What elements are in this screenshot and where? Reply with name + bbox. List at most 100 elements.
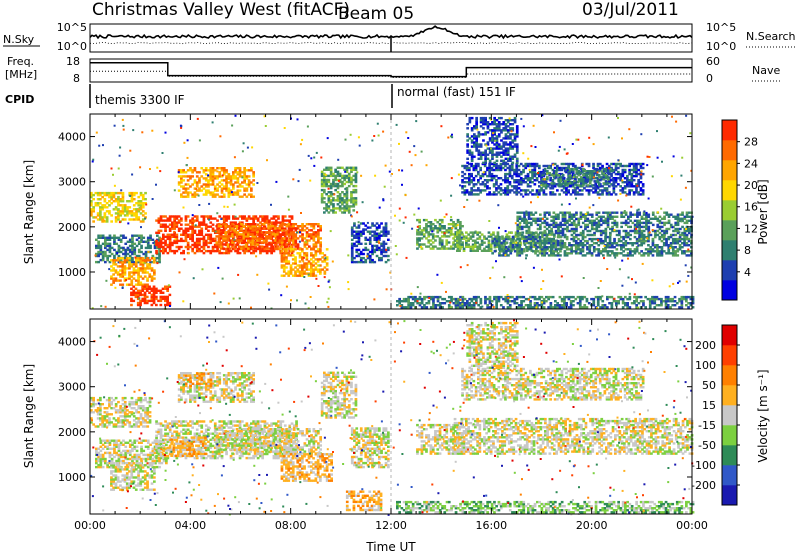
echo-cell <box>319 272 322 275</box>
echo-cell <box>563 244 567 247</box>
echo-cell <box>250 251 253 255</box>
echo-cell <box>336 170 340 173</box>
echo-cell <box>476 231 479 234</box>
echo-cell <box>341 197 344 200</box>
echo-cell <box>471 247 475 250</box>
echo-cell <box>610 172 613 176</box>
echo-cell <box>232 187 235 190</box>
echo-cell <box>123 279 127 282</box>
echo-cell <box>247 169 251 172</box>
echo-cell <box>654 231 657 235</box>
echo-cell <box>153 246 157 250</box>
echo-cell <box>184 219 188 222</box>
echo-cell <box>350 230 354 233</box>
echo-cell <box>378 226 381 229</box>
echo-cell <box>543 211 547 214</box>
echo-cell <box>152 297 156 301</box>
echo-cell <box>323 211 326 214</box>
echo-cell <box>687 237 691 241</box>
echo-cell <box>347 211 351 214</box>
echo-cell <box>621 168 625 172</box>
echo-cell <box>350 195 353 198</box>
echo-cell <box>218 195 222 198</box>
echo-cell <box>496 245 500 248</box>
echo-cell <box>130 303 133 307</box>
echo-cell <box>121 212 125 215</box>
echo-cell <box>371 244 374 248</box>
echo-cell <box>278 235 282 238</box>
echo-cell <box>431 247 435 250</box>
echo-cell <box>541 250 544 253</box>
noise-left-tick-top: 10^5 <box>57 21 87 34</box>
echo-cell <box>143 291 147 294</box>
echo-cell <box>130 281 134 284</box>
echo-cell <box>474 249 477 252</box>
echo-cell <box>250 187 253 190</box>
echo-cell <box>660 233 664 237</box>
echo-cell <box>575 227 578 231</box>
echo-cell <box>456 241 459 244</box>
echo-cell <box>557 215 560 218</box>
echo-cell <box>119 258 123 262</box>
frequency-panel: Freq. [MHz] 18 8 60 0 Nave <box>5 55 782 85</box>
echo-cell <box>467 243 470 246</box>
echo-cell <box>581 248 585 251</box>
echo-cell <box>157 289 160 292</box>
echo-cell <box>480 241 484 244</box>
echo-cell <box>198 239 201 243</box>
echo-cell <box>479 116 483 120</box>
echo-cell <box>565 162 568 166</box>
echo-cell <box>452 233 455 236</box>
echo-cell <box>568 244 571 247</box>
echo-cell <box>642 233 646 237</box>
echo-cell <box>316 250 320 253</box>
echo-cell <box>579 233 583 237</box>
echo-cell <box>516 252 519 255</box>
echo-cell <box>274 243 277 246</box>
echo-cell <box>520 233 524 237</box>
echo-cell <box>229 243 232 246</box>
echo-cell <box>329 203 333 206</box>
echo-cell <box>305 258 309 261</box>
echo-cell <box>135 191 138 195</box>
echo-cell <box>113 234 116 237</box>
echo-cell <box>229 225 232 228</box>
echo-cell <box>121 261 125 264</box>
echo-cell <box>132 299 136 303</box>
echo-cell <box>155 289 158 292</box>
echo-cell <box>615 229 619 233</box>
echo-cell <box>153 259 156 262</box>
echo-cell <box>543 239 546 243</box>
echo-cell <box>550 250 553 253</box>
echo-cell <box>463 164 467 168</box>
echo-cell <box>225 187 228 190</box>
echo-cell <box>585 174 589 178</box>
echo-cell <box>124 252 128 256</box>
echo-cell <box>463 185 467 188</box>
echo-cell <box>647 235 650 239</box>
echo-cell <box>565 193 568 196</box>
echo-cell <box>522 250 526 253</box>
echo-cell <box>364 236 368 239</box>
echo-cell <box>332 203 335 206</box>
echo-cell <box>462 247 466 250</box>
echo-cell <box>216 219 219 222</box>
echo-cell <box>265 217 269 220</box>
echo-cell <box>676 221 680 225</box>
echo-cell <box>110 275 113 278</box>
echo-cell <box>173 233 176 236</box>
echo-cell <box>121 193 125 197</box>
echo-cell <box>552 182 556 185</box>
echo-cell <box>121 204 125 207</box>
echo-cell <box>572 221 576 225</box>
echo-cell <box>557 213 560 216</box>
echo-cell <box>134 259 138 262</box>
echo-cell <box>610 174 613 178</box>
echo-cell <box>143 259 147 262</box>
echo-cell <box>371 250 374 254</box>
echo-cell <box>507 235 510 239</box>
echo-cell <box>305 239 309 242</box>
echo-cell <box>350 252 354 256</box>
echo-cell <box>294 229 298 232</box>
echo-cell <box>480 239 484 242</box>
